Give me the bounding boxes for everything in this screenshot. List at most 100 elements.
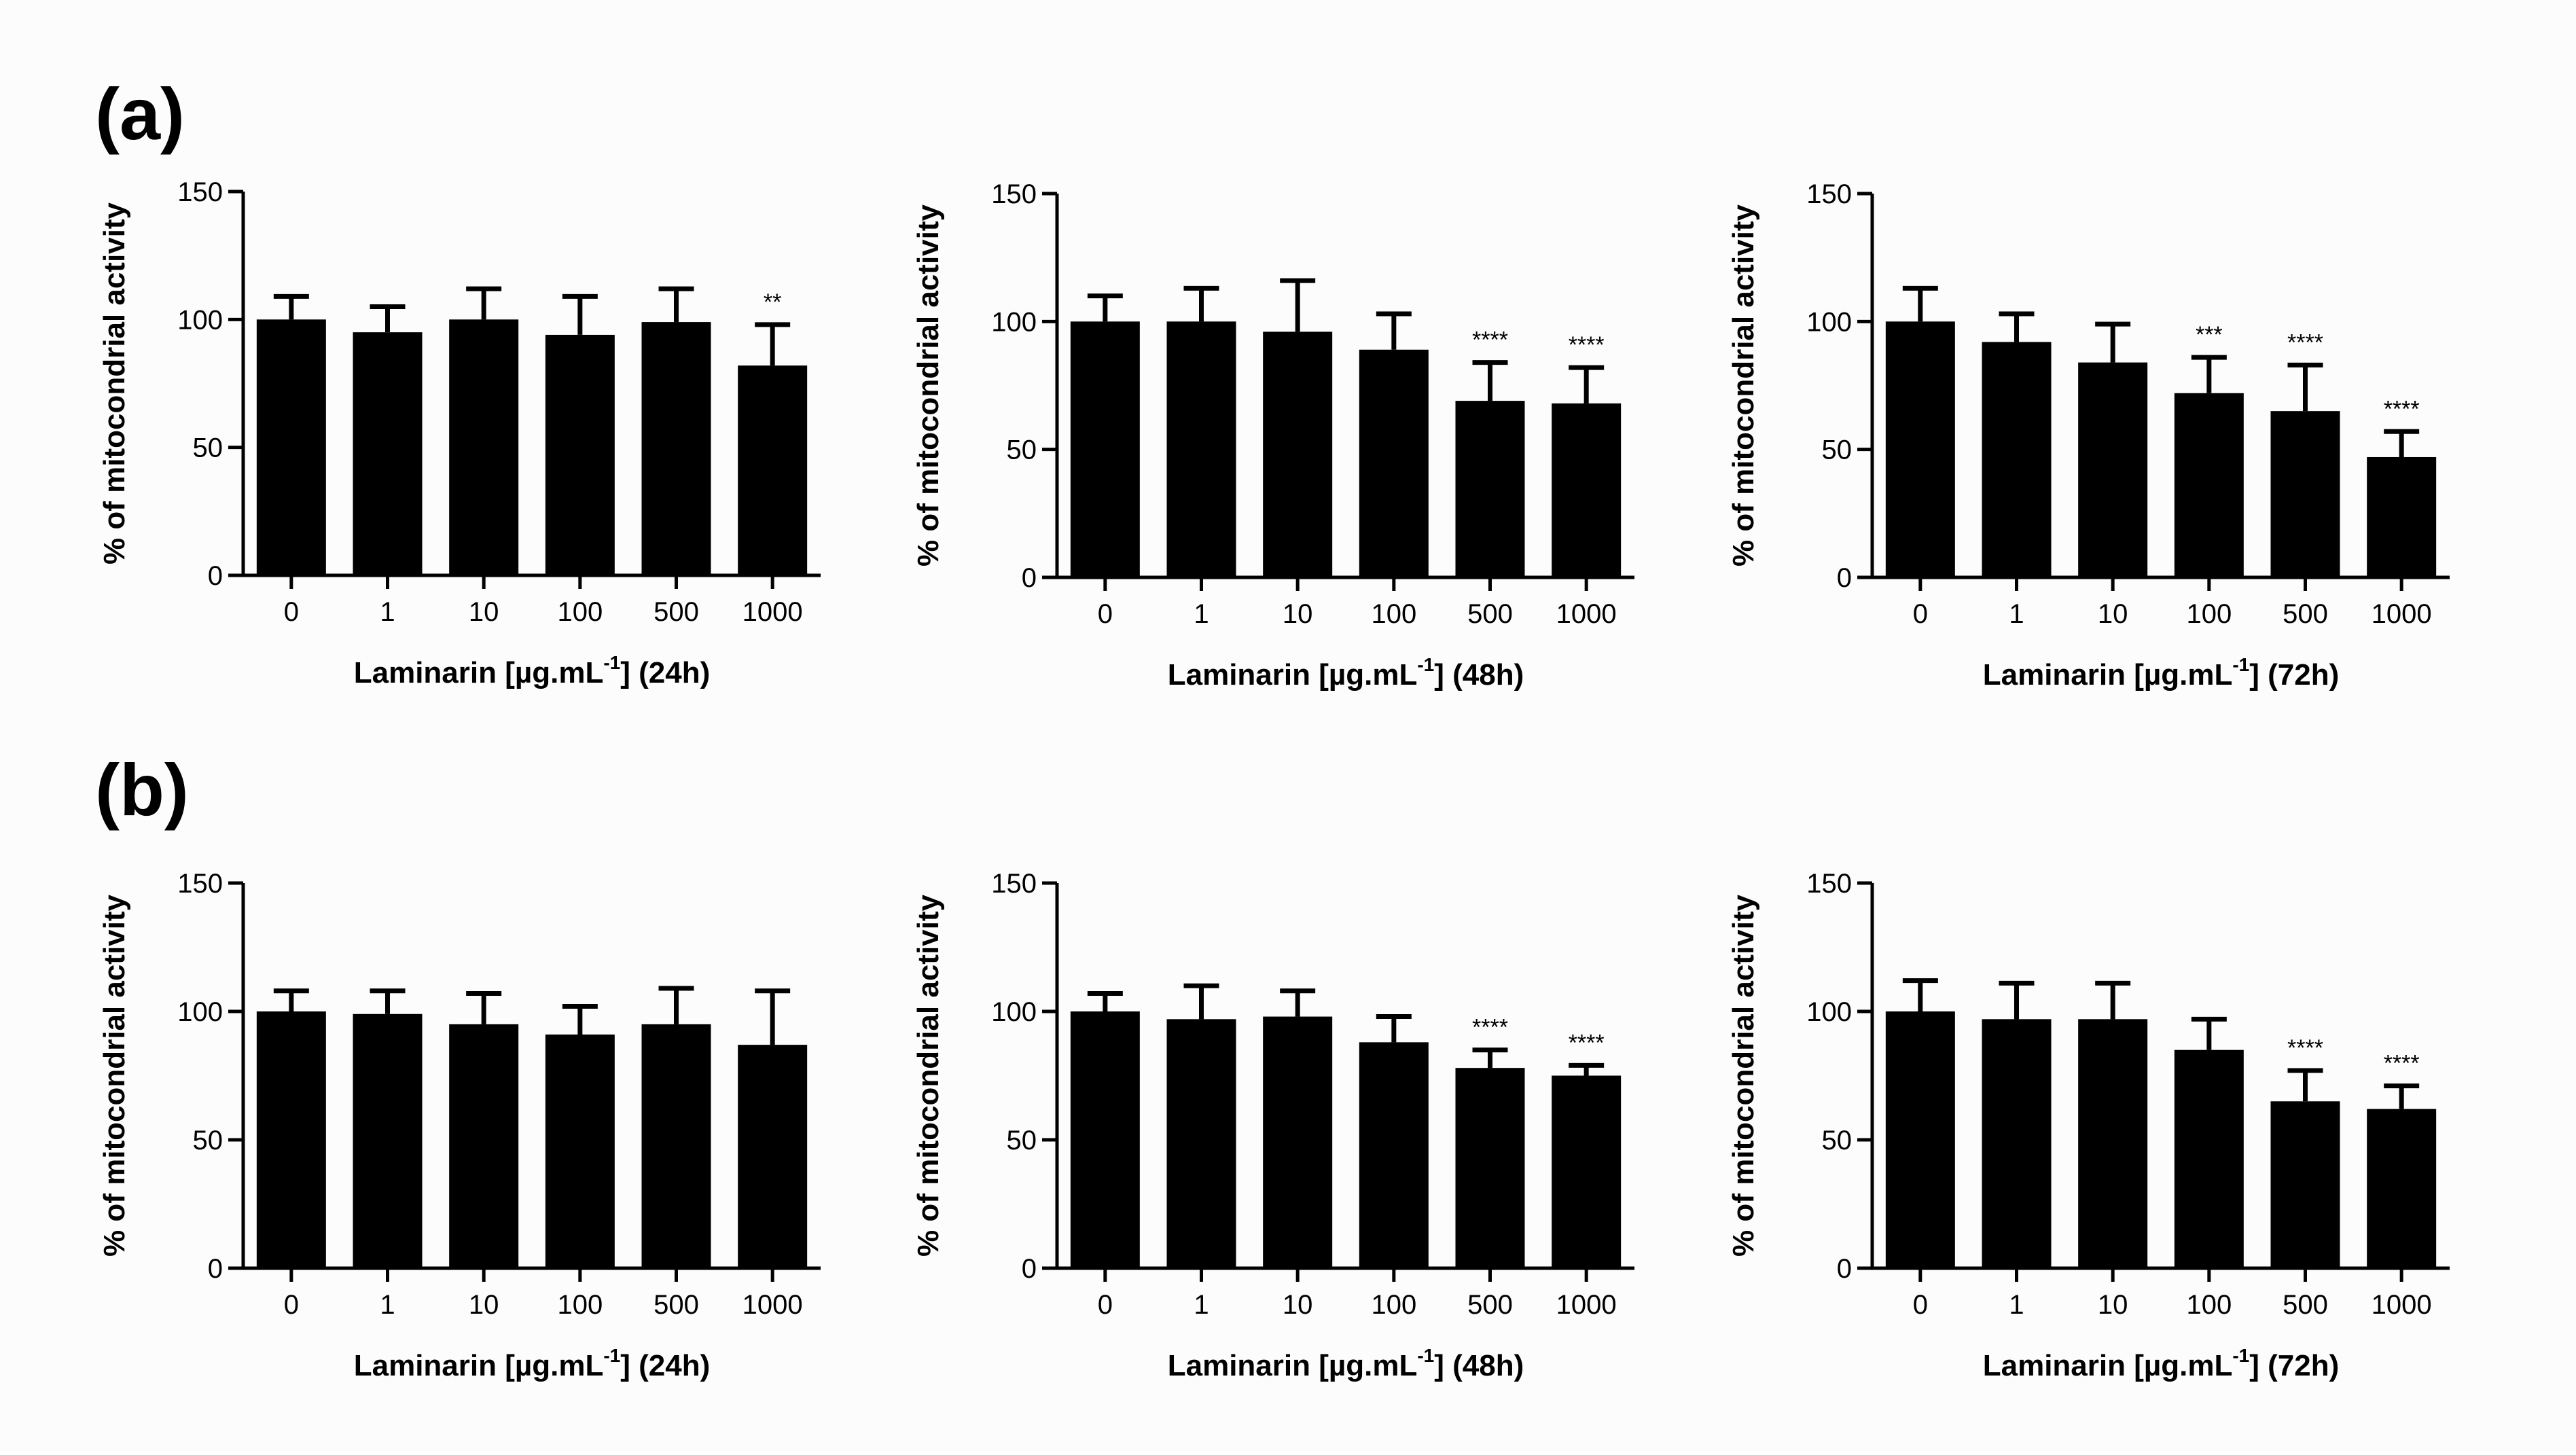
bar [2270,1101,2340,1268]
significance-label: **** [1472,327,1508,353]
x-tick-label: 100 [1371,599,1416,629]
x-axis-title: Laminarin [µg.mL-1] (48h) [1168,1345,1524,1382]
x-axis-title-superscript: -1 [2232,654,2249,675]
significance-label: **** [1569,332,1605,358]
x-axis-title-suffix: ] (24h) [620,656,710,689]
x-tick-label: 1 [2009,599,2024,629]
y-tick-label: 0 [208,561,223,591]
bar [256,319,326,575]
bar [1552,403,1622,577]
x-tick-label: 0 [284,597,299,627]
x-tick-label: 10 [2098,1290,2128,1320]
bar [1359,1042,1429,1268]
x-tick-label: 10 [1283,1290,1313,1320]
x-tick-label: 10 [1283,599,1313,629]
chart-5: 0 50 100 150 % of mitocondrial activity 0 1 10 1… [912,869,1634,1382]
bar [545,334,615,575]
y-axis-title: % of mitocondrial activity [98,202,131,564]
y-tick-label: 150 [177,177,223,207]
chart-2: 0 50 100 150 % of mitocondrial activity 0 1 10 1… [912,179,1634,691]
y-tick-label: 100 [1806,997,1852,1027]
x-tick-label: 0 [1913,1290,1928,1320]
x-tick-label: 1000 [1556,599,1617,629]
x-axis-title-superscript: -1 [2232,1345,2249,1366]
x-tick-label: 1000 [2372,1290,2432,1320]
chart-6: 0 50 100 150 % of mitocondrial activity 0 1 10 1… [1727,869,2450,1382]
x-tick-label: 500 [1467,599,1513,629]
x-tick-label: 100 [2186,1290,2232,1320]
x-axis-title-suffix: ] (72h) [2249,658,2339,691]
y-tick-label: 0 [1837,1254,1852,1284]
x-tick-label: 1 [380,597,395,627]
significance-label: **** [2384,396,2420,422]
x-tick-label: 100 [557,1290,603,1320]
x-axis-title-suffix: ] (48h) [1434,1349,1524,1382]
bar [1885,1011,1955,1268]
bar [1885,321,1955,577]
y-axis-title: % of mitocondrial activity [1727,204,1760,567]
x-tick-label: 100 [2186,599,2232,629]
bar [1263,331,1333,577]
x-tick-label: 500 [654,597,699,627]
significance-label: **** [2287,1035,2323,1061]
y-tick-label: 100 [177,305,223,335]
bar [545,1035,615,1268]
x-axis-title-superscript: -1 [1417,1345,1434,1366]
x-axis-title-superscript: -1 [603,1345,620,1366]
x-axis-title: Laminarin [µg.mL-1] (24h) [354,652,711,689]
bar [738,365,808,575]
x-tick-label: 100 [1371,1290,1416,1320]
chart-3: 0 50 100 150 % of mitocondrial activity 0 1 10 1… [1727,179,2450,691]
x-tick-label: 0 [1098,1290,1113,1320]
x-tick-label: 1 [1194,599,1209,629]
bar [2367,1109,2437,1268]
bar [2174,1049,2244,1268]
bar [449,1024,519,1268]
x-axis-title: Laminarin [µg.mL-1] (24h) [354,1345,711,1382]
bar [2078,362,2148,577]
y-tick-label: 50 [1007,1126,1037,1155]
y-tick-label: 150 [991,869,1037,899]
bar [1070,1011,1140,1268]
x-tick-label: 1000 [1556,1290,1617,1320]
significance-label: **** [1472,1015,1508,1041]
chart-4: 0 50 100 150 % of mitocondrial activity 0 1 10 1… [98,869,821,1382]
y-tick-label: 0 [1022,563,1037,593]
bar [1552,1075,1622,1268]
y-tick-label: 50 [1822,435,1853,465]
x-axis-title-main: Laminarin [µg.mL [1168,1349,1418,1382]
bar [353,332,423,575]
bar [2078,1019,2148,1268]
x-tick-label: 1000 [743,1290,803,1320]
y-axis-title: % of mitocondrial activity [1727,894,1760,1257]
panel-label-a: (a) [95,73,185,155]
x-tick-label: 100 [557,597,603,627]
bar [449,319,519,575]
y-tick-label: 50 [193,433,223,463]
bar [1359,349,1429,577]
x-axis-title-main: Laminarin [µg.mL [354,656,604,689]
significance-label: **** [1569,1030,1605,1056]
y-tick-label: 150 [177,869,223,899]
x-tick-label: 1 [2009,1290,2024,1320]
y-tick-label: 100 [991,307,1037,337]
y-axis-title: % of mitocondrial activity [98,894,131,1257]
x-axis-title-main: Laminarin [µg.mL [1983,658,2233,691]
y-tick-label: 150 [1806,869,1852,899]
x-tick-label: 500 [2283,1290,2328,1320]
x-tick-label: 500 [2283,599,2328,629]
x-tick-label: 1000 [2372,599,2432,629]
significance-label: **** [2287,329,2323,355]
bar [256,1011,326,1268]
bar [1982,1019,2052,1268]
x-axis-title: Laminarin [µg.mL-1] (48h) [1168,654,1524,691]
x-axis-title-main: Laminarin [µg.mL [354,1349,604,1382]
bar [1455,1068,1525,1268]
x-axis-title: Laminarin [µg.mL-1] (72h) [1983,1345,2340,1382]
x-tick-label: 10 [469,597,499,627]
y-tick-label: 50 [1007,435,1037,465]
x-tick-label: 0 [1098,599,1113,629]
y-tick-label: 0 [1837,563,1852,593]
